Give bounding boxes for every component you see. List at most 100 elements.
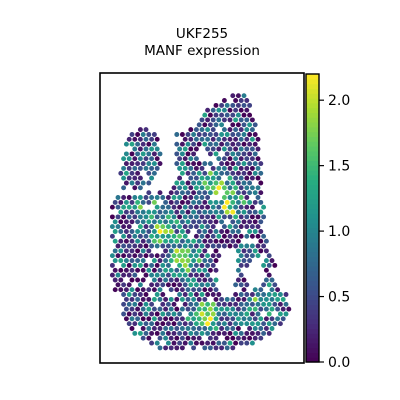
colorbar-segment	[306, 246, 319, 253]
spot-413	[219, 209, 225, 215]
spot-666	[207, 258, 213, 264]
spot-363	[224, 199, 230, 205]
spot-92	[193, 136, 199, 142]
spot-665	[202, 258, 208, 264]
spot-929	[221, 311, 227, 317]
spot-25	[219, 112, 225, 118]
spot-461	[179, 219, 185, 225]
spot-796	[241, 287, 247, 293]
colorbar-segment	[306, 203, 319, 209]
spot-469	[230, 219, 236, 225]
spot-145	[129, 151, 135, 157]
spot-22	[202, 112, 208, 118]
spot-397	[129, 209, 135, 215]
spot-906	[258, 306, 264, 312]
spot-64	[129, 132, 135, 137]
spot-852	[275, 296, 281, 302]
spot-767	[188, 282, 194, 288]
spot-849	[258, 296, 264, 302]
spot-935	[255, 311, 261, 317]
spot-276	[213, 180, 219, 186]
spot-955	[213, 316, 219, 322]
spot-296	[221, 185, 227, 191]
spot-403	[163, 209, 169, 215]
spot-985	[221, 321, 227, 327]
spot-484	[165, 224, 171, 230]
colorbar-segment	[306, 318, 319, 325]
spot-1065	[154, 340, 160, 346]
spot-539	[199, 233, 205, 239]
spot-632	[149, 253, 155, 259]
spot-259	[233, 175, 239, 181]
spot-673	[109, 262, 115, 268]
spot-950	[185, 316, 191, 322]
spot-368	[252, 199, 258, 205]
spot-994	[272, 321, 278, 327]
spot-316	[235, 190, 241, 196]
spot-373	[126, 204, 132, 210]
spot-267	[140, 180, 146, 186]
spot-717	[115, 272, 121, 278]
spot-957	[224, 316, 230, 322]
spot-399	[140, 209, 146, 215]
spot-163	[121, 156, 127, 162]
spot-28	[235, 112, 241, 118]
spot-786	[157, 287, 163, 293]
spot-247	[126, 175, 132, 181]
spot-924	[193, 311, 199, 317]
spot-245	[258, 170, 264, 176]
spot-212	[182, 165, 188, 171]
spot-199	[235, 161, 241, 167]
spot-209	[149, 165, 155, 171]
spot-398	[135, 209, 141, 215]
spot-219	[227, 165, 233, 171]
spot-448	[261, 214, 267, 220]
spot-198	[230, 161, 236, 167]
spot-690	[238, 262, 244, 268]
spot-773	[238, 282, 244, 288]
spot-36	[227, 117, 233, 123]
spot-106	[135, 141, 141, 147]
spot-129	[154, 146, 160, 152]
spot-532	[154, 233, 160, 239]
spot-508	[157, 229, 163, 234]
spot-661	[179, 258, 185, 264]
spot-779	[118, 287, 124, 293]
spot-1027	[171, 330, 177, 336]
spot-48	[241, 122, 247, 128]
tissue-spots	[109, 93, 292, 351]
spot-239	[224, 170, 230, 176]
spot-8	[219, 102, 225, 108]
spot-497	[244, 224, 250, 230]
spot-246	[121, 175, 127, 181]
spot-496	[238, 224, 244, 230]
spot-617	[202, 248, 208, 254]
colorbar-segment	[306, 333, 319, 339]
spot-23	[207, 112, 213, 118]
spot-627	[121, 253, 127, 259]
colorbar-segment	[306, 141, 319, 147]
spot-229	[146, 170, 152, 176]
spot-75	[207, 132, 213, 137]
spot-1047	[157, 335, 163, 341]
spot-1084	[168, 345, 174, 351]
spot-746	[185, 277, 191, 283]
spot-953	[202, 316, 208, 322]
spot-328	[154, 195, 160, 200]
spot-629	[132, 253, 138, 259]
spot-352	[163, 199, 169, 205]
colorbar-segment	[306, 290, 319, 296]
spot-523	[252, 229, 258, 234]
spot-621	[247, 248, 253, 254]
spot-151	[174, 151, 180, 157]
spot-754	[263, 277, 269, 283]
spot-341	[238, 195, 244, 200]
spot-802	[126, 292, 132, 297]
spot-89	[154, 136, 160, 142]
spot-761	[154, 282, 160, 288]
spot-624	[263, 248, 269, 254]
spot-471	[241, 219, 247, 225]
spot-1048	[163, 335, 169, 341]
spot-650	[112, 258, 118, 264]
spot-803	[132, 292, 138, 297]
